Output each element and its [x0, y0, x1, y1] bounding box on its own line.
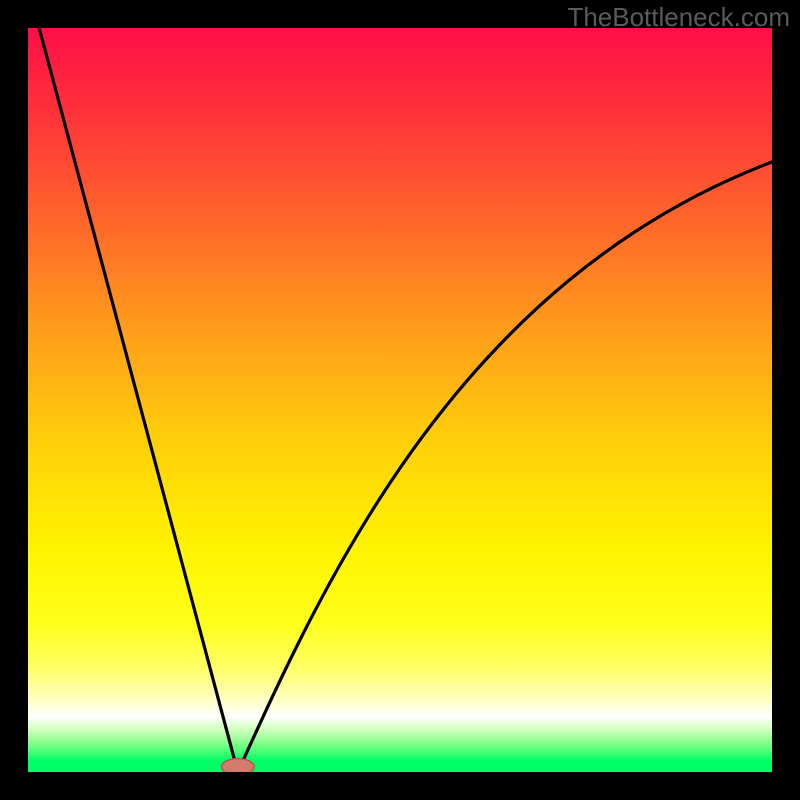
watermark-text: TheBottleneck.com — [567, 2, 790, 33]
plot-svg — [28, 28, 772, 772]
canvas: TheBottleneck.com — [0, 0, 800, 800]
plot-area — [28, 28, 772, 772]
minimum-marker — [221, 759, 254, 772]
